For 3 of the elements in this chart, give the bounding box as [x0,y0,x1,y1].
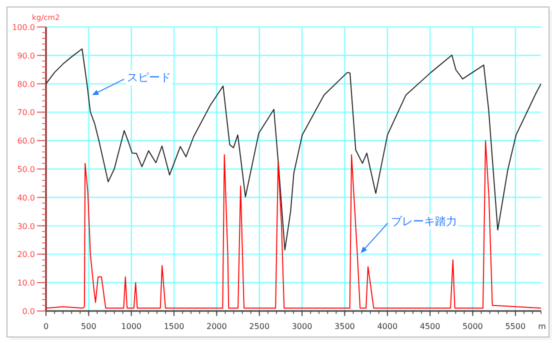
annotation: スピード [127,71,172,84]
annotation: ブレーキ踏力 [390,215,457,228]
xlabel: m [538,322,546,331]
